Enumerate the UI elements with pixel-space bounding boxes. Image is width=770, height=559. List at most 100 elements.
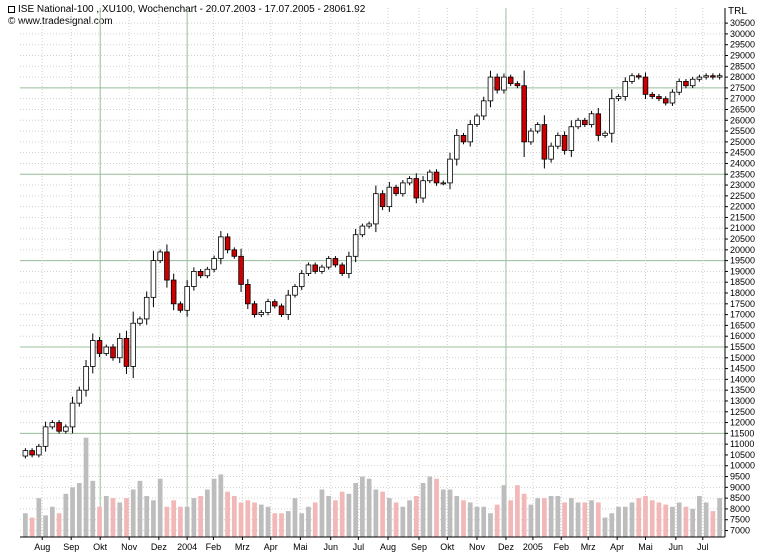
volume-bar xyxy=(171,500,177,537)
x-tick-label: Mrz xyxy=(235,542,250,552)
volume-bar xyxy=(366,478,372,537)
x-tick-label: Sep xyxy=(411,542,427,552)
volume-bar xyxy=(575,502,581,537)
volume-bar xyxy=(602,517,608,537)
y-tick-label: 13000 xyxy=(730,396,755,406)
candle-body xyxy=(406,178,413,184)
volume-bar xyxy=(690,508,696,537)
candle-body xyxy=(191,271,197,287)
candle-body xyxy=(683,81,689,87)
volume-bar xyxy=(326,495,332,537)
candle-body xyxy=(346,255,352,274)
y-tick-label: 20500 xyxy=(730,234,755,244)
candle-body xyxy=(63,426,69,432)
y-tick-label: 19000 xyxy=(730,266,755,276)
candle-body xyxy=(22,450,29,457)
candle-body xyxy=(231,249,238,257)
candle-body xyxy=(588,113,595,125)
candle-body xyxy=(689,78,696,87)
y-tick-label: 16500 xyxy=(730,320,755,330)
y-tick-label: 26000 xyxy=(730,115,755,125)
candle-body xyxy=(130,322,136,367)
y-tick-label: 14000 xyxy=(730,374,755,384)
candle-body xyxy=(285,294,292,316)
candle-body xyxy=(595,113,602,136)
volume-bar xyxy=(333,500,338,537)
volume-bar xyxy=(346,493,352,537)
volume-bar xyxy=(205,489,210,537)
volume-bar xyxy=(218,474,224,537)
volume-bar xyxy=(231,495,237,537)
y-tick-label: 24500 xyxy=(730,148,755,158)
volume-bar xyxy=(454,495,460,537)
candle-body xyxy=(635,75,642,78)
y-tick-label: 21000 xyxy=(730,223,755,233)
candle-body xyxy=(143,296,150,320)
x-tick-label: Aug xyxy=(34,542,50,552)
y-tick-label: 8500 xyxy=(730,493,750,503)
volume-bars xyxy=(23,437,722,537)
y-tick-label: 29000 xyxy=(730,51,755,61)
y-tick-label: 24000 xyxy=(730,158,755,168)
volume-bar xyxy=(670,506,675,537)
volume-bar xyxy=(488,513,493,537)
y-tick-label: 7000 xyxy=(730,526,750,536)
volume-bar xyxy=(582,502,588,537)
volume-bar xyxy=(63,493,69,537)
candle-body xyxy=(218,236,224,259)
volume-bar xyxy=(299,513,305,537)
candle-body xyxy=(29,450,35,456)
volume-bar xyxy=(521,493,527,537)
volume-bar xyxy=(117,502,123,537)
candle-body xyxy=(487,76,494,102)
x-tick-label: Feb xyxy=(553,542,569,552)
x-tick-label: Aug xyxy=(380,542,396,552)
volume-bar xyxy=(710,511,716,537)
y-tick-label: 25500 xyxy=(730,126,755,136)
chart-source-row: © www.tradesignal.com xyxy=(8,16,113,27)
volume-bar xyxy=(292,498,298,537)
volume-bar xyxy=(400,506,406,537)
volume-bar xyxy=(643,495,648,537)
volume-bar xyxy=(245,500,251,537)
volume-bar xyxy=(110,498,116,537)
candle-body xyxy=(453,134,460,160)
y-tick-label: 29500 xyxy=(730,40,755,50)
candle-body xyxy=(69,402,76,428)
candle-body xyxy=(528,130,534,143)
volume-bar xyxy=(440,489,446,537)
volume-bar xyxy=(407,500,412,537)
x-tick-label: Nov xyxy=(121,542,138,552)
volume-bar xyxy=(609,513,615,537)
y-tick-label: 15500 xyxy=(730,342,755,352)
candle-body xyxy=(622,81,629,97)
y-tick-label: 30500 xyxy=(730,18,755,28)
volume-bar xyxy=(717,498,722,537)
y-tick-label: 14500 xyxy=(730,364,755,374)
x-tick-label: Dez xyxy=(151,542,168,552)
candle-body xyxy=(447,158,453,184)
y-tick-label: 20000 xyxy=(730,245,755,255)
x-tick-label: Jul xyxy=(353,542,365,552)
candle-body xyxy=(555,134,561,147)
volume-bar xyxy=(90,480,96,537)
candle-body xyxy=(662,98,669,104)
volume-bar xyxy=(703,502,709,537)
y-tick-label: 18500 xyxy=(730,277,755,287)
chart-title: ISE National-100 ,.XU100, Wochenchart - … xyxy=(18,4,366,15)
candle-body xyxy=(49,422,56,428)
y-tick-label: 27500 xyxy=(730,83,755,93)
x-tick-label: Nov xyxy=(469,542,486,552)
x-tick-label: Feb xyxy=(206,542,222,552)
y-tick-label: 17000 xyxy=(730,310,755,320)
x-tick-label: Jun xyxy=(323,542,338,552)
x-tick-label: Jun xyxy=(669,542,684,552)
volume-bar xyxy=(319,489,325,537)
y-tick-label: 23500 xyxy=(730,169,755,179)
x-tick-label: Apr xyxy=(610,542,624,552)
volume-bar xyxy=(144,495,150,537)
x-tick-label: Okt xyxy=(93,542,108,552)
candle-body xyxy=(494,76,500,91)
volume-bar xyxy=(225,491,230,537)
x-tick-label: Sep xyxy=(63,542,79,552)
